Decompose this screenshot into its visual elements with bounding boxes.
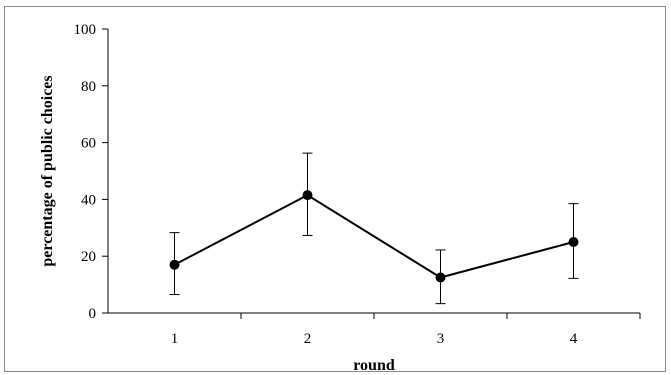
chart-frame (4, 6, 666, 372)
x-axis-label: round (353, 357, 395, 374)
error-bars (169, 152, 579, 305)
y-axis-label: percentage of public choices (39, 75, 56, 266)
data-point (169, 259, 180, 270)
series (169, 190, 579, 283)
x-tick-label: 1 (171, 331, 179, 347)
y-ticks: 0 20 40 60 80 100 (74, 22, 108, 322)
x-tick-label: 3 (437, 331, 445, 347)
y-tick-label: 40 (81, 192, 96, 208)
x-tick-label: 4 (570, 331, 578, 347)
axes (107, 29, 640, 314)
x-ticks: 1 2 3 4 (171, 313, 641, 347)
y-tick-label: 20 (81, 249, 96, 265)
series-line (174, 193, 574, 279)
data-point (435, 272, 446, 283)
y-tick-label: 60 (81, 136, 96, 152)
data-point (568, 237, 579, 247)
data-point (302, 190, 313, 201)
y-tick-label: 0 (89, 306, 97, 322)
y-tick-label: 100 (74, 22, 97, 38)
y-tick-label: 80 (81, 79, 96, 95)
x-tick-label: 2 (304, 331, 312, 347)
